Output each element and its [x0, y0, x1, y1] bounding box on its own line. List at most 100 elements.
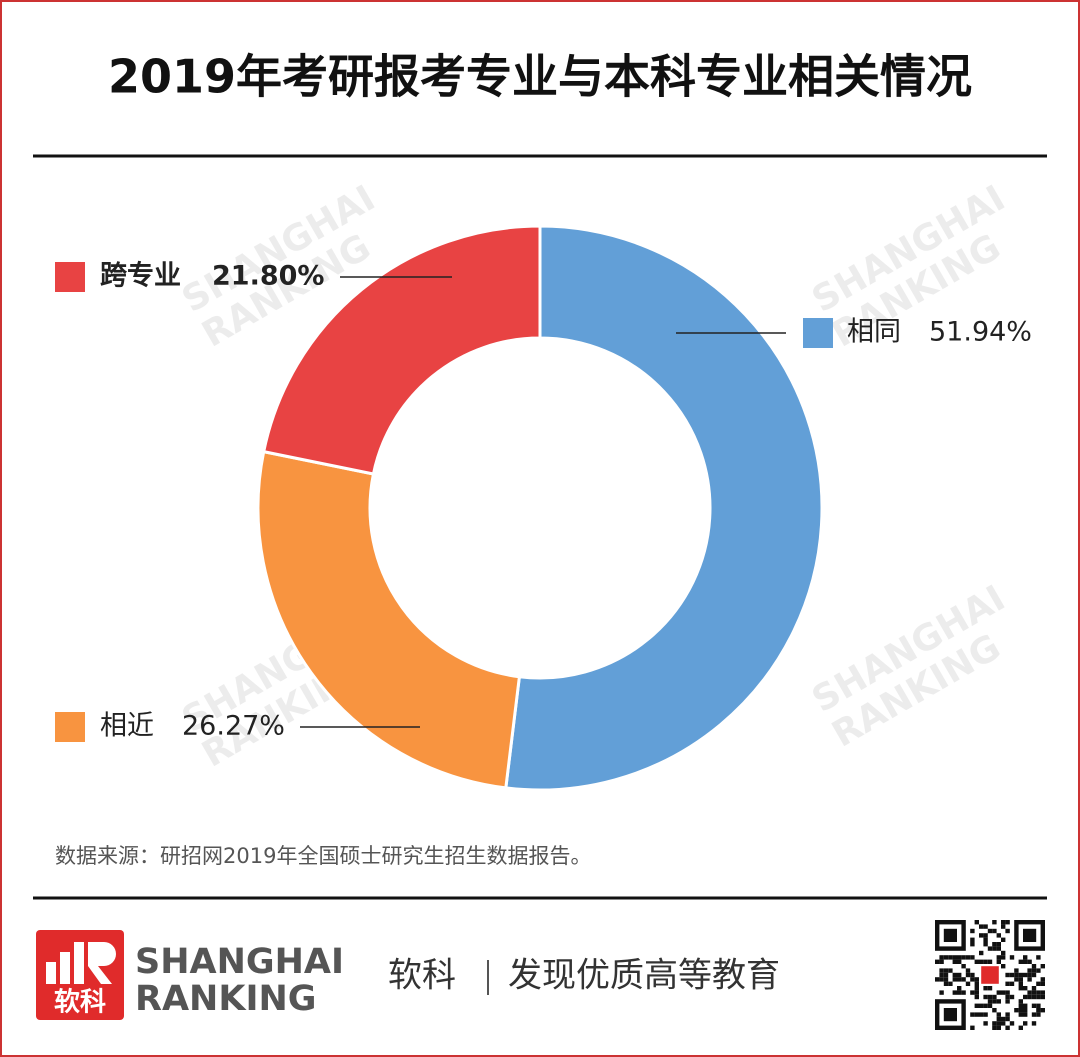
qr-module — [1031, 972, 1037, 978]
qr-module — [970, 1025, 975, 1030]
qr-module — [1036, 1008, 1041, 1013]
qr-module — [996, 942, 1001, 947]
qr-module — [1005, 1012, 1010, 1017]
donut-chart: 相同 51.94% 相近 26.27% 跨专业 21.80% — [55, 224, 1032, 792]
qr-module — [996, 946, 1001, 951]
qr-module — [970, 977, 975, 982]
qr-module — [996, 1012, 1001, 1017]
qr-module — [939, 955, 944, 960]
qr-module — [948, 968, 953, 973]
qr-module — [983, 924, 988, 929]
qr-module — [983, 1021, 988, 1026]
qr-module — [965, 981, 971, 986]
qr-finder — [1023, 928, 1037, 942]
qr-module — [1001, 964, 1006, 969]
qr-module — [992, 999, 997, 1004]
qr-module — [939, 977, 944, 982]
qr-module — [1036, 990, 1041, 995]
qr-module — [1014, 972, 1019, 978]
qr-module — [1001, 924, 1006, 929]
qr-module — [987, 999, 993, 1004]
qr-module — [983, 937, 988, 942]
qr-module — [979, 959, 984, 964]
qr-module — [979, 950, 984, 956]
qr-module — [1040, 990, 1045, 995]
qr-module — [1023, 1008, 1028, 1013]
qr-module — [1018, 1008, 1023, 1013]
legend-label: 跨专业 — [100, 261, 181, 292]
qr-module — [979, 924, 984, 929]
qr-module — [974, 977, 979, 982]
qr-module — [1009, 981, 1015, 986]
qr-logo — [981, 966, 999, 984]
qr-module — [1031, 990, 1037, 995]
qr-module — [943, 955, 949, 960]
qr-module — [948, 955, 953, 960]
qr-module — [957, 990, 962, 995]
qr-module — [957, 972, 962, 978]
qr-module — [1014, 1008, 1019, 1013]
qr-module — [1018, 1025, 1023, 1030]
qr-module — [970, 942, 975, 947]
qr-module — [1023, 1012, 1028, 1017]
qr-module — [1018, 972, 1023, 978]
qr-module — [1023, 994, 1028, 1000]
qr-module — [970, 937, 975, 942]
qr-module — [957, 986, 962, 991]
logo-text: 软科 — [54, 988, 106, 1018]
qr-module — [983, 933, 988, 938]
qr-module — [1001, 955, 1006, 960]
qr-module — [1005, 981, 1010, 986]
qr-finder — [943, 1008, 957, 1022]
qr-module — [939, 959, 944, 964]
qr-module — [1027, 977, 1032, 982]
qr-module — [974, 959, 979, 964]
qr-module — [957, 959, 962, 964]
qr-module — [1036, 955, 1041, 960]
qr-module — [1005, 972, 1010, 978]
qr-module — [1036, 981, 1041, 986]
qr-module — [1040, 977, 1045, 982]
qr-module — [1023, 1021, 1028, 1026]
qr-module — [1040, 981, 1045, 986]
qr-module — [1001, 990, 1006, 995]
qr-module — [1009, 955, 1015, 960]
qr-module — [1036, 994, 1041, 1000]
qr-module — [970, 972, 975, 978]
qr-module — [983, 994, 988, 1000]
logo-bar — [60, 952, 70, 984]
qr-module — [961, 990, 966, 995]
qr-module — [974, 981, 979, 986]
value-label: 21.80% — [212, 261, 324, 292]
qr-module — [1018, 959, 1023, 964]
qr-module — [1001, 1016, 1006, 1022]
qr-module — [957, 977, 962, 982]
qr-module — [996, 1016, 1001, 1022]
qr-module — [1009, 972, 1015, 978]
qr-module — [974, 994, 979, 1000]
logo-bar — [74, 942, 84, 984]
qr-module — [987, 986, 993, 991]
qr-module — [1018, 1012, 1023, 1017]
qr-module — [1040, 1008, 1045, 1013]
qr-module — [965, 972, 971, 978]
legend-swatch — [55, 712, 85, 742]
qr-module — [996, 933, 1001, 938]
qr-module — [952, 972, 957, 978]
qr-module — [961, 955, 966, 960]
qr-module — [961, 977, 966, 982]
qr-module — [1005, 1016, 1010, 1022]
qr-module — [939, 972, 944, 978]
qr-module — [979, 1003, 984, 1008]
legend-label: 相近 — [100, 711, 154, 742]
qr-module — [992, 1008, 997, 1013]
qr-module — [1031, 968, 1037, 973]
qr-module — [948, 981, 953, 986]
qr-module — [1027, 972, 1032, 978]
qr-module — [1027, 959, 1032, 964]
qr-module — [1001, 920, 1006, 925]
qr-module — [1036, 968, 1041, 973]
source-note: 数据来源：研招网2019年全国硕士研究生招生数据报告。 — [55, 844, 591, 868]
qr-module — [1027, 990, 1032, 995]
